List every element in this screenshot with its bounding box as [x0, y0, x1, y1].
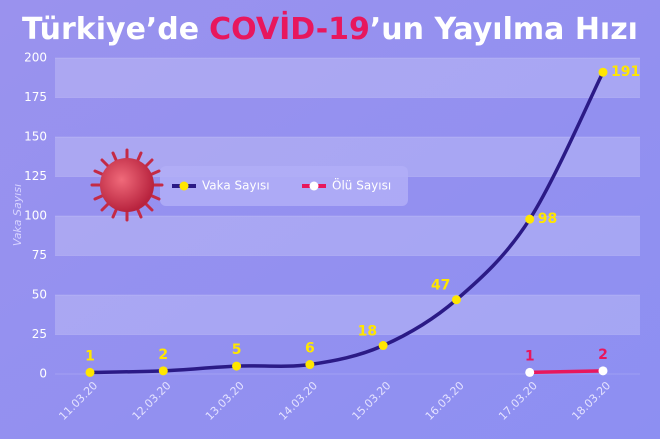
y-tick-label: 25 [32, 327, 47, 341]
grid-bands [55, 57, 640, 375]
data-label: 47 [431, 278, 450, 294]
grid-band [55, 58, 640, 98]
y-tick-label: 200 [24, 51, 47, 65]
y-tick-label: 125 [24, 169, 47, 183]
legend: Vaka Sayısı Ölü Sayısı [172, 177, 391, 193]
title-highlight: COVİD-19 [209, 11, 370, 47]
y-tick-label: 0 [39, 367, 47, 381]
point [598, 366, 608, 376]
legend-marker [309, 181, 319, 191]
y-tick-label: 100 [24, 209, 47, 223]
point [85, 367, 95, 377]
point [525, 214, 535, 224]
data-label: 6 [305, 341, 315, 357]
data-label: 5 [232, 342, 242, 358]
virus-icon [90, 148, 164, 222]
y-axis-label: Vaka Sayısı [11, 184, 24, 246]
y-tick-label: 150 [24, 130, 47, 144]
point [525, 367, 535, 377]
series-line [529, 369, 604, 375]
data-label: 2 [158, 347, 168, 363]
point [451, 295, 461, 305]
data-label: 191 [611, 64, 640, 80]
chart-title: Türkiye’de COVİD-19’un Yayılma Hızı [22, 11, 638, 47]
grid-band [55, 295, 640, 335]
y-tick-label: 50 [32, 288, 47, 302]
data-label: 1 [525, 348, 535, 364]
point [378, 341, 388, 351]
grid-band [55, 216, 640, 256]
legend-label: Ölü Sayısı [332, 177, 391, 193]
title-part: Türkiye’de [22, 12, 199, 47]
legend-marker [179, 181, 189, 191]
point [598, 67, 608, 77]
data-label: 1 [85, 348, 95, 364]
legend-box [160, 166, 408, 206]
y-tick-label: 175 [24, 90, 47, 104]
data-label: 18 [358, 324, 377, 340]
legend-label: Vaka Sayısı [202, 179, 270, 193]
data-label: 2 [598, 347, 608, 363]
point [158, 366, 168, 376]
y-tick-label: 75 [32, 248, 47, 262]
title-part: ’un Yayılma Hızı [370, 12, 638, 47]
data-label: 98 [538, 211, 557, 227]
point [305, 360, 315, 370]
point [232, 361, 242, 371]
